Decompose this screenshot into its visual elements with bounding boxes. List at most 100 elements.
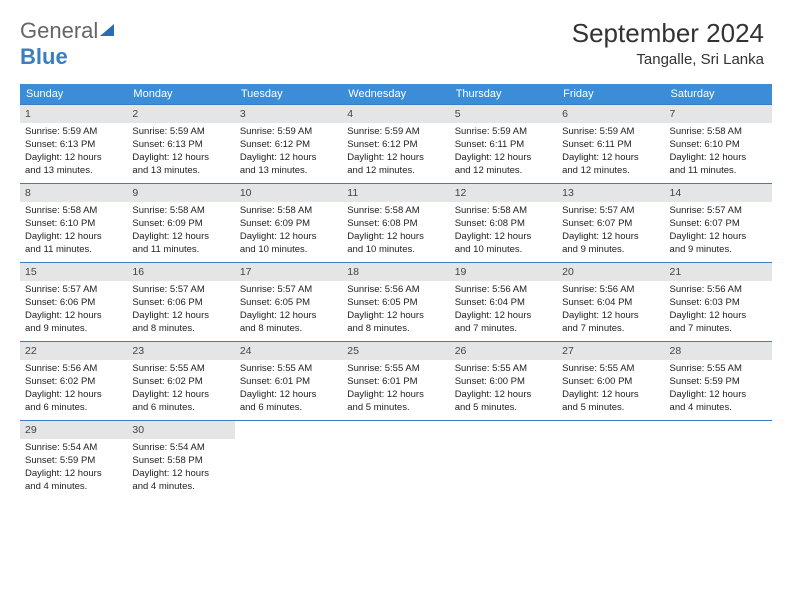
page-header: General September 2024 Tangalle, Sri Lan… [0, 0, 792, 74]
day-cell: 16Sunrise: 5:57 AMSunset: 6:06 PMDayligh… [127, 263, 234, 341]
day-number: 2 [127, 105, 234, 123]
day-number: 5 [450, 105, 557, 123]
day-body: Sunrise: 5:54 AMSunset: 5:59 PMDaylight:… [20, 439, 127, 498]
week-row: 29Sunrise: 5:54 AMSunset: 5:59 PMDayligh… [20, 420, 772, 499]
day-body: Sunrise: 5:58 AMSunset: 6:10 PMDaylight:… [20, 202, 127, 261]
day-cell: 18Sunrise: 5:56 AMSunset: 6:05 PMDayligh… [342, 263, 449, 341]
day-cell: 10Sunrise: 5:58 AMSunset: 6:09 PMDayligh… [235, 184, 342, 262]
logo-line2: Blue [20, 44, 68, 70]
day-number: 30 [127, 421, 234, 439]
day-body: Sunrise: 5:59 AMSunset: 6:11 PMDaylight:… [450, 123, 557, 182]
day-cell: 29Sunrise: 5:54 AMSunset: 5:59 PMDayligh… [20, 421, 127, 499]
day-body: Sunrise: 5:58 AMSunset: 6:09 PMDaylight:… [235, 202, 342, 261]
day-cell: 30Sunrise: 5:54 AMSunset: 5:58 PMDayligh… [127, 421, 234, 499]
day-body: Sunrise: 5:55 AMSunset: 6:02 PMDaylight:… [127, 360, 234, 419]
day-number: 23 [127, 342, 234, 360]
title-block: September 2024 Tangalle, Sri Lanka [572, 18, 764, 68]
empty-cell [342, 421, 449, 499]
day-body: Sunrise: 5:56 AMSunset: 6:04 PMDaylight:… [557, 281, 664, 340]
day-body: Sunrise: 5:56 AMSunset: 6:03 PMDaylight:… [665, 281, 772, 340]
day-cell: 6Sunrise: 5:59 AMSunset: 6:11 PMDaylight… [557, 105, 664, 183]
weekday-header: Thursday [450, 84, 557, 104]
day-number: 27 [557, 342, 664, 360]
day-number: 1 [20, 105, 127, 123]
weekday-header: Wednesday [342, 84, 449, 104]
day-number: 29 [20, 421, 127, 439]
day-body: Sunrise: 5:55 AMSunset: 6:00 PMDaylight:… [557, 360, 664, 419]
logo: General [20, 18, 114, 44]
day-cell: 21Sunrise: 5:56 AMSunset: 6:03 PMDayligh… [665, 263, 772, 341]
day-number: 10 [235, 184, 342, 202]
day-number: 8 [20, 184, 127, 202]
day-number: 20 [557, 263, 664, 281]
day-cell: 17Sunrise: 5:57 AMSunset: 6:05 PMDayligh… [235, 263, 342, 341]
day-number: 6 [557, 105, 664, 123]
day-cell: 5Sunrise: 5:59 AMSunset: 6:11 PMDaylight… [450, 105, 557, 183]
day-cell: 4Sunrise: 5:59 AMSunset: 6:12 PMDaylight… [342, 105, 449, 183]
day-body: Sunrise: 5:56 AMSunset: 6:02 PMDaylight:… [20, 360, 127, 419]
day-cell: 8Sunrise: 5:58 AMSunset: 6:10 PMDaylight… [20, 184, 127, 262]
day-body: Sunrise: 5:59 AMSunset: 6:11 PMDaylight:… [557, 123, 664, 182]
day-cell: 22Sunrise: 5:56 AMSunset: 6:02 PMDayligh… [20, 342, 127, 420]
empty-cell [450, 421, 557, 499]
day-cell: 2Sunrise: 5:59 AMSunset: 6:13 PMDaylight… [127, 105, 234, 183]
day-number: 3 [235, 105, 342, 123]
day-body: Sunrise: 5:55 AMSunset: 6:00 PMDaylight:… [450, 360, 557, 419]
day-cell: 25Sunrise: 5:55 AMSunset: 6:01 PMDayligh… [342, 342, 449, 420]
weekday-header: Monday [127, 84, 234, 104]
day-cell: 20Sunrise: 5:56 AMSunset: 6:04 PMDayligh… [557, 263, 664, 341]
week-row: 22Sunrise: 5:56 AMSunset: 6:02 PMDayligh… [20, 341, 772, 420]
day-number: 11 [342, 184, 449, 202]
day-cell: 12Sunrise: 5:58 AMSunset: 6:08 PMDayligh… [450, 184, 557, 262]
day-body: Sunrise: 5:58 AMSunset: 6:09 PMDaylight:… [127, 202, 234, 261]
day-number: 25 [342, 342, 449, 360]
day-body: Sunrise: 5:54 AMSunset: 5:58 PMDaylight:… [127, 439, 234, 498]
day-body: Sunrise: 5:57 AMSunset: 6:05 PMDaylight:… [235, 281, 342, 340]
day-cell: 19Sunrise: 5:56 AMSunset: 6:04 PMDayligh… [450, 263, 557, 341]
weekday-header: Tuesday [235, 84, 342, 104]
day-cell: 27Sunrise: 5:55 AMSunset: 6:00 PMDayligh… [557, 342, 664, 420]
day-cell: 13Sunrise: 5:57 AMSunset: 6:07 PMDayligh… [557, 184, 664, 262]
day-number: 14 [665, 184, 772, 202]
day-body: Sunrise: 5:59 AMSunset: 6:12 PMDaylight:… [235, 123, 342, 182]
day-number: 19 [450, 263, 557, 281]
day-body: Sunrise: 5:59 AMSunset: 6:13 PMDaylight:… [127, 123, 234, 182]
day-cell: 14Sunrise: 5:57 AMSunset: 6:07 PMDayligh… [665, 184, 772, 262]
week-row: 15Sunrise: 5:57 AMSunset: 6:06 PMDayligh… [20, 262, 772, 341]
day-body: Sunrise: 5:58 AMSunset: 6:10 PMDaylight:… [665, 123, 772, 182]
day-body: Sunrise: 5:57 AMSunset: 6:07 PMDaylight:… [557, 202, 664, 261]
day-number: 24 [235, 342, 342, 360]
week-row: 1Sunrise: 5:59 AMSunset: 6:13 PMDaylight… [20, 104, 772, 183]
day-number: 21 [665, 263, 772, 281]
day-body: Sunrise: 5:55 AMSunset: 6:01 PMDaylight:… [235, 360, 342, 419]
day-body: Sunrise: 5:56 AMSunset: 6:05 PMDaylight:… [342, 281, 449, 340]
day-number: 17 [235, 263, 342, 281]
day-cell: 24Sunrise: 5:55 AMSunset: 6:01 PMDayligh… [235, 342, 342, 420]
weekday-header: Saturday [665, 84, 772, 104]
day-cell: 26Sunrise: 5:55 AMSunset: 6:00 PMDayligh… [450, 342, 557, 420]
day-number: 26 [450, 342, 557, 360]
month-year: September 2024 [572, 18, 764, 49]
day-number: 12 [450, 184, 557, 202]
day-cell: 15Sunrise: 5:57 AMSunset: 6:06 PMDayligh… [20, 263, 127, 341]
day-number: 16 [127, 263, 234, 281]
day-body: Sunrise: 5:57 AMSunset: 6:06 PMDaylight:… [127, 281, 234, 340]
day-number: 28 [665, 342, 772, 360]
day-body: Sunrise: 5:59 AMSunset: 6:12 PMDaylight:… [342, 123, 449, 182]
day-body: Sunrise: 5:56 AMSunset: 6:04 PMDaylight:… [450, 281, 557, 340]
day-number: 4 [342, 105, 449, 123]
day-cell: 28Sunrise: 5:55 AMSunset: 5:59 PMDayligh… [665, 342, 772, 420]
day-body: Sunrise: 5:57 AMSunset: 6:06 PMDaylight:… [20, 281, 127, 340]
day-number: 15 [20, 263, 127, 281]
empty-cell [235, 421, 342, 499]
day-number: 22 [20, 342, 127, 360]
day-cell: 23Sunrise: 5:55 AMSunset: 6:02 PMDayligh… [127, 342, 234, 420]
day-cell: 1Sunrise: 5:59 AMSunset: 6:13 PMDaylight… [20, 105, 127, 183]
day-body: Sunrise: 5:57 AMSunset: 6:07 PMDaylight:… [665, 202, 772, 261]
day-number: 13 [557, 184, 664, 202]
location: Tangalle, Sri Lanka [572, 51, 764, 68]
calendar-grid: SundayMondayTuesdayWednesdayThursdayFrid… [20, 84, 772, 499]
day-number: 9 [127, 184, 234, 202]
day-body: Sunrise: 5:59 AMSunset: 6:13 PMDaylight:… [20, 123, 127, 182]
empty-cell [665, 421, 772, 499]
